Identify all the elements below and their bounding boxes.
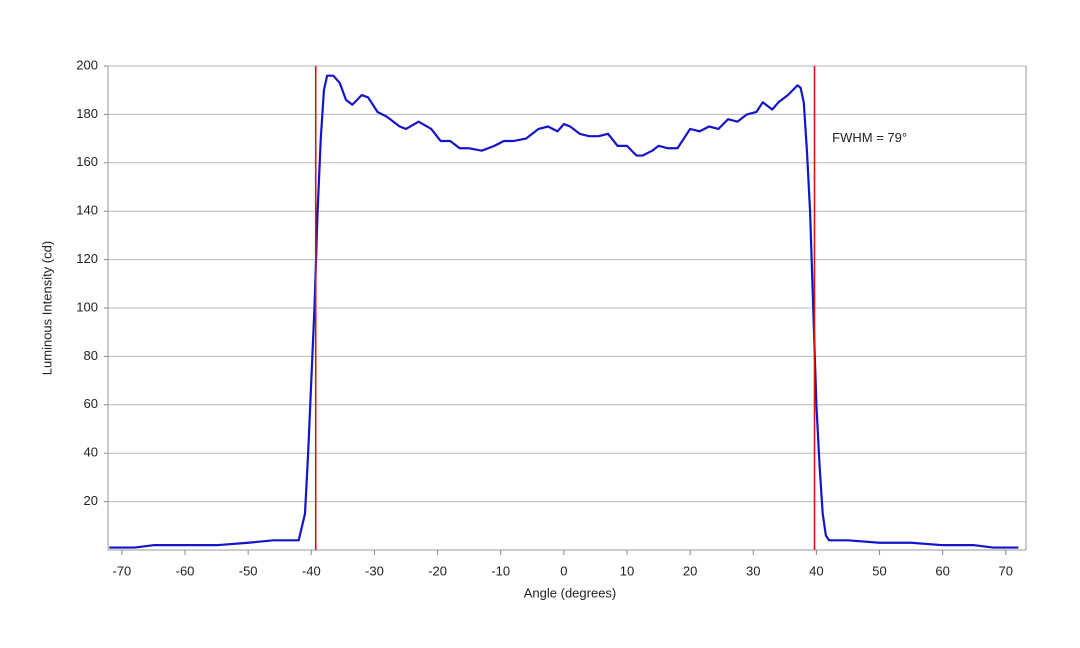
y-axis-label: Luminous Intensity (cd) (39, 241, 54, 375)
y-tick-label: 160 (76, 154, 98, 169)
x-tick-label: 10 (620, 563, 634, 578)
x-tick-label: -60 (176, 563, 195, 578)
x-tick-label: -20 (428, 563, 447, 578)
annotation: FWHM = 79° (832, 130, 907, 145)
data-line (109, 74, 1019, 549)
y-tick-label: 140 (76, 203, 98, 218)
y-tick-label: 80 (84, 348, 98, 363)
x-tick-label: 60 (935, 563, 949, 578)
x-tick-label: 30 (746, 563, 760, 578)
y-tick-label: 120 (76, 251, 98, 266)
y-tick-label: 60 (84, 396, 98, 411)
x-tick-label: 0 (560, 563, 567, 578)
y-tick-label: 40 (84, 445, 98, 460)
x-tick-label: -70 (112, 563, 131, 578)
x-tick-label: 70 (999, 563, 1013, 578)
y-tick-label: 100 (76, 299, 98, 314)
y-tick-label: 20 (84, 493, 98, 508)
x-tick-label: 50 (872, 563, 886, 578)
y-tick-label: 200 (76, 57, 98, 72)
x-axis-label: Angle (degrees) (524, 585, 617, 600)
y-tick-label: 180 (76, 106, 98, 121)
x-tick-label: -10 (491, 563, 510, 578)
x-tick-label: 20 (683, 563, 697, 578)
x-tick-label: -30 (365, 563, 384, 578)
x-tick-label: -40 (302, 563, 321, 578)
x-tick-label: 40 (809, 563, 823, 578)
x-tick-label: -50 (239, 563, 258, 578)
